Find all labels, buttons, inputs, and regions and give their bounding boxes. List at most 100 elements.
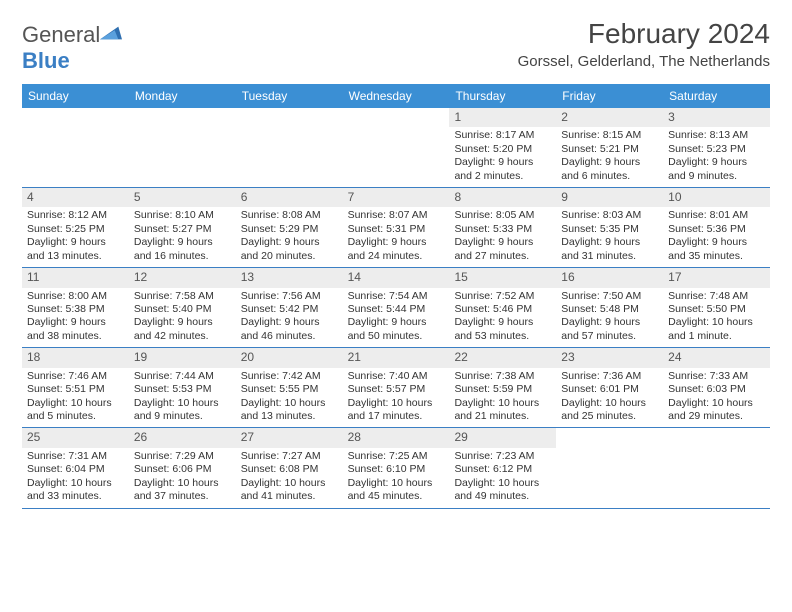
logo-text-blue: Blue: [22, 48, 70, 73]
sunset-text: Sunset: 5:21 PM: [561, 143, 658, 156]
sunset-text: Sunset: 5:23 PM: [668, 143, 765, 156]
day-body: Sunrise: 7:44 AMSunset: 5:53 PMDaylight:…: [129, 370, 236, 428]
day-body: Sunrise: 8:08 AMSunset: 5:29 PMDaylight:…: [236, 209, 343, 267]
dow-cell: Monday: [129, 84, 236, 108]
daylight-text: Daylight: 10 hours and 49 minutes.: [454, 477, 551, 504]
day-number: 7: [343, 188, 450, 207]
title-block: February 2024 Gorssel, Gelderland, The N…: [518, 18, 770, 70]
day-cell: 27 Sunrise: 7:27 AMSunset: 6:08 PMDayligh…: [236, 428, 343, 507]
sunrise-text: Sunrise: 7:48 AM: [668, 290, 765, 303]
sunrise-text: Sunrise: 8:17 AM: [454, 129, 551, 142]
day-number: 5: [129, 188, 236, 207]
day-number: 16: [556, 268, 663, 287]
month-title: February 2024: [518, 18, 770, 50]
day-number: 29: [449, 428, 556, 447]
daylight-text: Daylight: 9 hours and 35 minutes.: [668, 236, 765, 263]
day-number: 24: [663, 348, 770, 367]
header: General Blue February 2024 Gorssel, Geld…: [22, 18, 770, 74]
day-cell: 29 Sunrise: 7:23 AMSunset: 6:12 PMDayligh…: [449, 428, 556, 507]
daylight-text: Daylight: 9 hours and 31 minutes.: [561, 236, 658, 263]
day-body: Sunrise: 7:36 AMSunset: 6:01 PMDaylight:…: [556, 370, 663, 428]
sunset-text: Sunset: 5:29 PM: [241, 223, 338, 236]
day-body: Sunrise: 7:58 AMSunset: 5:40 PMDaylight:…: [129, 290, 236, 348]
sunset-text: Sunset: 5:51 PM: [27, 383, 124, 396]
week-row: 25 Sunrise: 7:31 AMSunset: 6:04 PMDayligh…: [22, 428, 770, 508]
sunrise-text: Sunrise: 7:25 AM: [348, 450, 445, 463]
day-body: Sunrise: 8:15 AMSunset: 5:21 PMDaylight:…: [556, 129, 663, 187]
day-cell: 3 Sunrise: 8:13 AMSunset: 5:23 PMDaylight…: [663, 108, 770, 187]
daylight-text: Daylight: 10 hours and 45 minutes.: [348, 477, 445, 504]
daylight-text: Daylight: 9 hours and 38 minutes.: [27, 316, 124, 343]
day-body: Sunrise: 8:00 AMSunset: 5:38 PMDaylight:…: [22, 290, 129, 348]
day-cell: 14 Sunrise: 7:54 AMSunset: 5:44 PMDayligh…: [343, 268, 450, 347]
dow-cell: Tuesday: [236, 84, 343, 108]
day-body: Sunrise: 8:12 AMSunset: 5:25 PMDaylight:…: [22, 209, 129, 267]
sunset-text: Sunset: 5:42 PM: [241, 303, 338, 316]
day-body: Sunrise: 7:27 AMSunset: 6:08 PMDaylight:…: [236, 450, 343, 508]
sunrise-text: Sunrise: 7:40 AM: [348, 370, 445, 383]
logo-text: General Blue: [22, 22, 122, 74]
dow-cell: Sunday: [22, 84, 129, 108]
sunset-text: Sunset: 5:38 PM: [27, 303, 124, 316]
day-body: Sunrise: 8:13 AMSunset: 5:23 PMDaylight:…: [663, 129, 770, 187]
day-cell: 1Sunrise: 8:17 AMSunset: 5:20 PMDaylight…: [449, 108, 556, 187]
sunset-text: Sunset: 5:36 PM: [668, 223, 765, 236]
day-cell: 16Sunrise: 7:50 AMSunset: 5:48 PMDayligh…: [556, 268, 663, 347]
sunrise-text: Sunrise: 7:29 AM: [134, 450, 231, 463]
daylight-text: Daylight: 10 hours and 9 minutes.: [134, 397, 231, 424]
day-body: Sunrise: 7:31 AMSunset: 6:04 PMDaylight:…: [22, 450, 129, 508]
day-body: Sunrise: 7:40 AMSunset: 5:57 PMDaylight:…: [343, 370, 450, 428]
day-number: 8: [449, 188, 556, 207]
day-cell: [343, 108, 450, 187]
day-body: Sunrise: 7:38 AMSunset: 5:59 PMDaylight:…: [449, 370, 556, 428]
day-body: Sunrise: 8:03 AMSunset: 5:35 PMDaylight:…: [556, 209, 663, 267]
day-cell: 28 Sunrise: 7:25 AMSunset: 6:10 PMDayligh…: [343, 428, 450, 507]
daylight-text: Daylight: 9 hours and 9 minutes.: [668, 156, 765, 183]
sunset-text: Sunset: 5:33 PM: [454, 223, 551, 236]
day-number: 6: [236, 188, 343, 207]
day-cell: [556, 428, 663, 507]
sunrise-text: Sunrise: 7:58 AM: [134, 290, 231, 303]
daylight-text: Daylight: 9 hours and 16 minutes.: [134, 236, 231, 263]
sunrise-text: Sunrise: 8:07 AM: [348, 209, 445, 222]
sunset-text: Sunset: 5:48 PM: [561, 303, 658, 316]
sunrise-text: Sunrise: 8:05 AM: [454, 209, 551, 222]
day-number: 19: [129, 348, 236, 367]
day-cell: 2Sunrise: 8:15 AMSunset: 5:21 PMDaylight…: [556, 108, 663, 187]
day-cell: 8 Sunrise: 8:05 AMSunset: 5:33 PMDaylight…: [449, 188, 556, 267]
day-body: Sunrise: 7:25 AMSunset: 6:10 PMDaylight:…: [343, 450, 450, 508]
day-body: Sunrise: 7:23 AMSunset: 6:12 PMDaylight:…: [449, 450, 556, 508]
daylight-text: Daylight: 9 hours and 6 minutes.: [561, 156, 658, 183]
day-number: 28: [343, 428, 450, 447]
day-number: 26: [129, 428, 236, 447]
daylight-text: Daylight: 10 hours and 29 minutes.: [668, 397, 765, 424]
day-body: Sunrise: 8:05 AMSunset: 5:33 PMDaylight:…: [449, 209, 556, 267]
day-cell: [22, 108, 129, 187]
day-cell: 4Sunrise: 8:12 AMSunset: 5:25 PMDaylight…: [22, 188, 129, 267]
week-row: 18Sunrise: 7:46 AMSunset: 5:51 PMDayligh…: [22, 348, 770, 428]
day-number: 22: [449, 348, 556, 367]
sunset-text: Sunset: 5:31 PM: [348, 223, 445, 236]
day-number: 17: [663, 268, 770, 287]
day-number: 14: [343, 268, 450, 287]
day-number: 25: [22, 428, 129, 447]
location-text: Gorssel, Gelderland, The Netherlands: [518, 53, 770, 70]
day-body: Sunrise: 7:54 AMSunset: 5:44 PMDaylight:…: [343, 290, 450, 348]
sunset-text: Sunset: 5:50 PM: [668, 303, 765, 316]
daylight-text: Daylight: 9 hours and 57 minutes.: [561, 316, 658, 343]
sunrise-text: Sunrise: 7:31 AM: [27, 450, 124, 463]
day-cell: 5Sunrise: 8:10 AMSunset: 5:27 PMDaylight…: [129, 188, 236, 267]
day-number: 27: [236, 428, 343, 447]
day-number: 3: [663, 108, 770, 127]
dow-cell: Thursday: [449, 84, 556, 108]
sunrise-text: Sunrise: 8:00 AM: [27, 290, 124, 303]
day-number: 23: [556, 348, 663, 367]
day-cell: 7 Sunrise: 8:07 AMSunset: 5:31 PMDaylight…: [343, 188, 450, 267]
daylight-text: Daylight: 10 hours and 33 minutes.: [27, 477, 124, 504]
daylight-text: Daylight: 9 hours and 20 minutes.: [241, 236, 338, 263]
daylight-text: Daylight: 9 hours and 46 minutes.: [241, 316, 338, 343]
day-body: Sunrise: 8:07 AMSunset: 5:31 PMDaylight:…: [343, 209, 450, 267]
day-cell: 9Sunrise: 8:03 AMSunset: 5:35 PMDaylight…: [556, 188, 663, 267]
sunset-text: Sunset: 6:01 PM: [561, 383, 658, 396]
day-number: 18: [22, 348, 129, 367]
